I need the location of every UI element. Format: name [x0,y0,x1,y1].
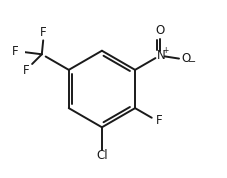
Text: N: N [157,49,165,62]
Text: +: + [162,46,169,55]
Text: F: F [40,25,47,39]
Text: O: O [181,52,191,65]
Text: −: − [188,57,196,67]
Text: F: F [23,64,30,77]
Text: F: F [156,114,163,127]
Text: Cl: Cl [96,149,108,162]
Text: F: F [12,45,19,58]
Text: O: O [155,24,164,37]
